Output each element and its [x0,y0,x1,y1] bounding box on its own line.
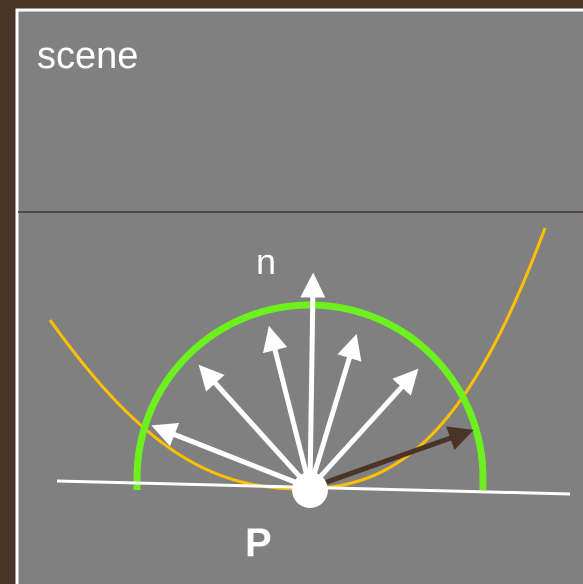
direction-arrow [307,334,362,489]
normal-arrow [300,272,326,489]
sample-directions [151,272,419,491]
highlight-arrow [309,426,474,491]
normal-label: n [256,241,276,282]
point-label: P [245,521,272,565]
direction-arrow [198,364,312,490]
panel-title: scene [37,35,138,77]
direction-arrow [262,325,313,489]
point-p [292,472,328,508]
direction-arrow [151,422,311,491]
direction-arrow [308,368,419,490]
